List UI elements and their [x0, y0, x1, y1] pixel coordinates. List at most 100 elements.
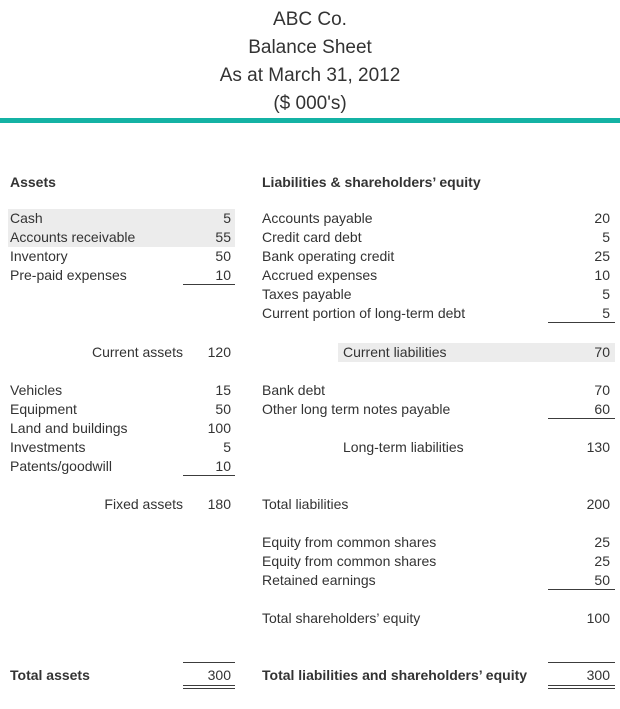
- section-heading-label: Liabilities & shareholders’ equity: [262, 174, 481, 190]
- liabilities-equity-column: Liabilities & shareholders’ equity Accou…: [262, 0, 615, 709]
- row-label: Inventory: [10, 248, 68, 264]
- company-name: ABC Co.: [273, 9, 347, 30]
- subtotal-value: 130: [586, 439, 610, 455]
- row-value: 20: [594, 210, 610, 226]
- row-inventory: Inventory 50: [8, 247, 235, 266]
- row-label: Retained earnings: [262, 572, 376, 588]
- row-retained-earnings: Retained earnings 50: [262, 571, 615, 590]
- row-label: Bank debt: [262, 382, 326, 398]
- row-value: 50: [215, 401, 231, 417]
- row-label: Vehicles: [10, 382, 63, 398]
- row-accounts-receivable: Accounts receivable 55: [8, 228, 235, 247]
- row-patents-goodwill: Patents/goodwill 10: [8, 457, 235, 476]
- total-value: 300: [183, 662, 235, 689]
- row-current-portion-long-term-debt: Current portion of long-term debt 5: [262, 304, 615, 323]
- row-label: Investments: [10, 439, 86, 455]
- row-vehicles: Vehicles 15: [8, 381, 235, 400]
- row-value: 5: [223, 210, 231, 226]
- row-value: 50: [215, 248, 231, 264]
- indent-spacer: [262, 343, 338, 362]
- row-label: Accounts receivable: [10, 229, 136, 245]
- total-label: Total liabilities and shareholders’ equi…: [262, 667, 528, 683]
- row-value: 10: [183, 266, 235, 285]
- row-cash: Cash 5: [8, 209, 235, 228]
- row-label: Total liabilities: [262, 496, 349, 512]
- row-investments: Investments 5: [8, 438, 235, 457]
- row-accounts-payable: Accounts payable 20: [262, 209, 615, 228]
- row-prepaid-expenses: Pre-paid expenses 10: [8, 266, 235, 285]
- row-total-shareholders-equity: Total shareholders’ equity 100: [262, 609, 615, 628]
- row-credit-card-debt: Credit card debt 5: [262, 228, 615, 247]
- row-accrued-expenses: Accrued expenses 10: [262, 266, 615, 285]
- row-value: 70: [594, 382, 610, 398]
- row-bank-operating-credit: Bank operating credit 25: [262, 247, 615, 266]
- row-label: Cash: [10, 210, 43, 226]
- section-heading-label: Assets: [10, 174, 56, 190]
- row-label: Credit card debt: [262, 229, 362, 245]
- subtotal-value: 120: [207, 344, 231, 360]
- assets-section-heading: Assets: [8, 173, 235, 192]
- subtotal-label: Current liabilities: [343, 344, 447, 360]
- row-value: 5: [602, 229, 610, 245]
- row-value: 55: [215, 229, 231, 245]
- row-taxes-payable: Taxes payable 5: [262, 285, 615, 304]
- row-label: Other long term notes payable: [262, 401, 451, 417]
- row-current-assets-subtotal: Current assets 120: [8, 343, 235, 362]
- row-value: 10: [594, 267, 610, 283]
- row-total-liabilities-and-equity: Total liabilities and shareholders’ equi…: [262, 662, 615, 689]
- subtotal-label: Fixed assets: [104, 496, 183, 512]
- row-other-long-term-notes-payable: Other long term notes payable 60: [262, 400, 615, 419]
- row-label: Pre-paid expenses: [10, 267, 127, 283]
- row-label: Accounts payable: [262, 210, 373, 226]
- row-value: 5: [223, 439, 231, 455]
- indent-spacer: [262, 438, 338, 457]
- subtotal-label: Current assets: [91, 344, 183, 360]
- row-equity-common-shares-2: Equity from common shares 25: [262, 552, 615, 571]
- row-label: Patents/goodwill: [10, 458, 112, 474]
- row-label: Current portion of long-term debt: [262, 305, 466, 321]
- assets-column: Assets Cash 5 Accounts receivable 55 Inv…: [8, 0, 235, 709]
- row-equipment: Equipment 50: [8, 400, 235, 419]
- row-total-assets: Total assets 300: [8, 662, 235, 689]
- row-label: Land and buildings: [10, 420, 128, 436]
- row-land-and-buildings: Land and buildings 100: [8, 419, 235, 438]
- subtotal-inner: Long-term liabilities 130: [338, 438, 615, 457]
- highlight-band: Current liabilities 70: [338, 343, 615, 362]
- row-label: Taxes payable: [262, 286, 352, 302]
- total-label: Total assets: [10, 667, 90, 683]
- row-label: Accrued expenses: [262, 267, 378, 283]
- total-value: 300: [548, 662, 615, 689]
- report-header: ABC Co. Balance Sheet As at March 31, 20…: [0, 6, 620, 118]
- teal-divider-rule: [0, 118, 620, 123]
- row-label: Equity from common shares: [262, 534, 437, 550]
- row-fixed-assets-subtotal: Fixed assets 180: [8, 495, 235, 514]
- row-value: 200: [586, 496, 610, 512]
- row-value: 5: [548, 304, 615, 323]
- liabilities-section-heading: Liabilities & shareholders’ equity: [262, 173, 615, 192]
- report-title: Balance Sheet: [248, 37, 372, 58]
- row-value: 50: [548, 571, 615, 590]
- report-date: As at March 31, 2012: [219, 65, 401, 86]
- row-label: Total shareholders’ equity: [262, 610, 421, 626]
- row-value: 60: [548, 400, 615, 419]
- row-value: 15: [215, 382, 231, 398]
- row-label: Bank operating credit: [262, 248, 395, 264]
- subtotal-value: 70: [594, 344, 610, 360]
- row-current-liabilities-subtotal: Current liabilities 70: [262, 343, 615, 362]
- row-value: 25: [594, 248, 610, 264]
- row-label: Equipment: [10, 401, 77, 417]
- row-total-liabilities: Total liabilities 200: [262, 495, 615, 514]
- row-equity-common-shares-1: Equity from common shares 25: [262, 533, 615, 552]
- row-long-term-liabilities-subtotal: Long-term liabilities 130: [262, 438, 615, 457]
- row-value: 100: [207, 420, 231, 436]
- subtotal-label: Long-term liabilities: [343, 439, 464, 455]
- row-label: Equity from common shares: [262, 553, 437, 569]
- subtotal-value: 180: [207, 496, 231, 512]
- row-value: 100: [586, 610, 610, 626]
- row-value: 10: [183, 457, 235, 476]
- row-bank-debt: Bank debt 70: [262, 381, 615, 400]
- row-value: 5: [602, 286, 610, 302]
- row-value: 25: [594, 553, 610, 569]
- report-units: ($ 000's): [273, 93, 347, 114]
